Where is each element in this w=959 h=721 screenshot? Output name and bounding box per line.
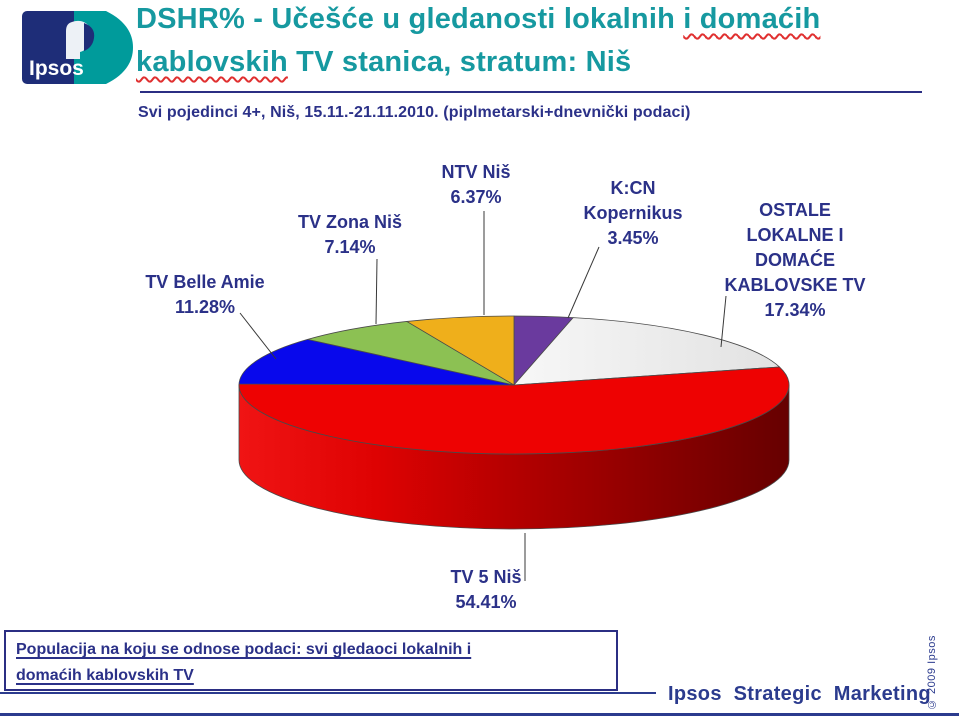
leader-line [720,295,727,348]
title-text-spellcheck: kablovskih [136,46,288,78]
title-text: DSHR% - Učešće u gledanosti lokalnih [136,3,684,35]
logo-wordmark: Ipsos [29,57,84,80]
title-text: TV stanica, stratum: Niš [287,46,632,78]
leader-line [239,312,277,360]
title-underline [140,91,922,93]
page-title: DSHR% - Učešće u gledanosti lokalnih i d… [136,0,946,84]
pie-slice-NTV Niš [406,315,515,386]
pie-label-TV Zona Niš: TV Zona Niš 7.14% [297,212,403,257]
bottom-rule [0,713,959,716]
pie-slice-OSTALE LOKALNE I DOMAĆE KABLOVSKE TV [513,317,780,386]
pie-label-TV 5 Niš: TV 5 Niš 54.41% [450,567,522,612]
population-note-line-1: Populacija na koju se odnose podaci: svi… [16,641,472,658]
leader-line [375,258,378,325]
population-note-line-2: domaćih kablovskih TV [16,667,194,684]
leader-line [567,246,600,319]
logo-face-dark [84,23,95,51]
pie-label-TV Belle Amie: TV Belle Amie 11.28% [145,272,265,317]
pie-label-OSTALE: OSTALE LOKALNE I DOMAĆE KABLOVSKE TV 17.34% [724,200,866,320]
title-text-spellcheck: i domaćih [683,3,821,35]
pie-slice-TV Belle Amie [238,339,515,386]
title-line-1: DSHR% - Učešće u gledanosti lokalnih i d… [136,0,946,41]
chart-subtitle: Svi pojedinci 4+, Niš, 15.11.-21.11.2010… [138,104,691,121]
footer-brand-text: Ipsos Strategic Marketing [668,683,931,705]
pie-slice-TV 5 Niš [238,366,790,455]
pie-label-K:CN: K:CN Kopernikus 3.45% [583,178,683,248]
copyright-vertical-text: © 2009 Ipsos [926,635,938,710]
population-note-box: Populacija na koju se odnose podaci: svi… [4,630,618,691]
pie-slice-TV Zona Niš [307,321,515,386]
title-line-2: kablovskih TV stanica, stratum: Niš [136,41,946,84]
footer-divider-line [0,692,656,694]
pie-label-NTV Niš: NTV Niš 6.37% [441,162,511,207]
ipsos-logo: Ipsos [22,11,133,84]
